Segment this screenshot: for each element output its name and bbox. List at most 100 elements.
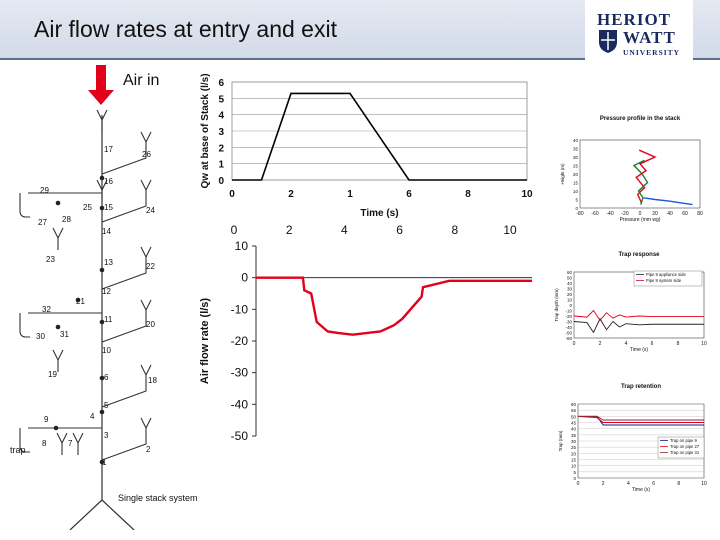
node-label: 32 [42, 305, 51, 314]
pipe-junction [53, 425, 59, 431]
x-axis-label: Time (s) [360, 208, 398, 219]
node-label: 24 [146, 206, 155, 215]
node-label: 12 [102, 287, 111, 296]
x-tick-label: 8 [677, 481, 680, 487]
y-tick-label: 6 [218, 78, 224, 89]
trap-icon [19, 428, 30, 453]
node-label: 18 [148, 376, 157, 385]
x-axis-label: Pressure (mm wg) [620, 217, 661, 223]
node-label: 30 [36, 332, 45, 341]
x-tick-label: 2 [599, 341, 602, 347]
y-tick-label: -20 [565, 314, 572, 319]
pipe-junction [99, 267, 105, 273]
x-tick-label: 0 [573, 341, 576, 347]
branch-pipe [101, 387, 147, 408]
x-tick-label: -20 [621, 211, 628, 217]
vent-icon [140, 179, 152, 202]
chart-title: Trap response [618, 252, 660, 258]
trap-label: trap [10, 445, 26, 455]
node-label: 11 [104, 315, 113, 324]
air-flow-series [256, 276, 532, 336]
legend-box [633, 270, 703, 287]
y-axis-label: Qw at base of Stack (l/s) [200, 73, 211, 188]
y-tick-label: -50 [231, 429, 249, 443]
x-axis-label: Time (s) [632, 487, 650, 493]
university-logo: HERIOT WATT UNIVERSITY [585, 0, 693, 80]
y-tick-label: -20 [231, 334, 249, 348]
y-tick-label: 10 [235, 239, 249, 253]
node-label: 26 [142, 150, 151, 159]
node-label: 4 [90, 412, 95, 421]
branch-pipe [101, 154, 147, 175]
series-line [643, 197, 693, 206]
page-title: Air flow rates at entry and exit [34, 16, 337, 42]
y-tick-label: 10 [567, 298, 573, 303]
y-tick-label: 35 [573, 147, 579, 152]
vent-icon [140, 299, 152, 322]
node-label: 7 [68, 439, 73, 448]
node-label: 19 [48, 370, 57, 379]
y-tick-label: -40 [565, 325, 572, 330]
y-tick-label: 30 [573, 155, 579, 160]
y-tick-label: 5 [575, 198, 578, 203]
node-label: 14 [102, 227, 111, 236]
series-line [577, 415, 704, 423]
y-tick-label: 4 [218, 111, 224, 122]
node-label: 2 [146, 445, 151, 454]
y-tick-label: 2 [218, 143, 224, 154]
y-tick-label: 0 [573, 476, 576, 481]
node-label: 8 [42, 439, 47, 448]
chart-title: Trap retention [621, 384, 661, 390]
y-tick-label: 50 [571, 414, 577, 419]
y-tick-label: 0 [575, 206, 578, 211]
series-line [232, 92, 527, 181]
legend-item: Trap on pipe 27 [670, 444, 700, 449]
y-tick-label: 60 [567, 270, 573, 275]
y-tick-label: 0 [241, 271, 248, 285]
vent-icon [140, 246, 152, 269]
x-tick-label: -60 [591, 211, 598, 217]
y-tick-label: -30 [565, 320, 572, 325]
y-tick-label: 15 [571, 458, 577, 463]
pipe-junction [99, 319, 105, 325]
node-label: 5 [104, 401, 109, 410]
node-label: 13 [104, 258, 113, 267]
y-tick-label: 40 [573, 138, 579, 143]
legend-item: Trap on pipe 31 [670, 450, 700, 455]
x-tick-label: 6 [406, 189, 412, 200]
node-label: 23 [46, 255, 55, 264]
y-tick-label: -10 [231, 302, 249, 316]
y-tick-label: 0 [218, 176, 224, 187]
x-tick-label: 0 [577, 481, 580, 487]
vent-icon [140, 417, 152, 440]
y-tick-label: 55 [571, 408, 577, 413]
y-tick-label: 25 [571, 445, 577, 450]
node-label: 25 [83, 203, 92, 212]
air-in-arrow-icon [88, 65, 114, 105]
x-tick-label: 4 [625, 341, 628, 347]
pipe-junction [99, 205, 105, 211]
y-tick-label: -40 [231, 397, 249, 411]
x-tick-label: 6 [652, 481, 655, 487]
y-tick-label: 60 [571, 402, 577, 407]
qw-chart: 0 1 2 3 4 5 6 0 2 1 6 8 10 Time (s) Qw at base of Stac… [200, 73, 533, 219]
pipe-junction [99, 375, 105, 381]
branch-pipe [101, 440, 147, 461]
x-tick-label: 0 [231, 223, 238, 237]
node-label: 15 [104, 203, 113, 212]
node-label: 6 [104, 373, 109, 382]
crest-icon [599, 30, 617, 53]
trap-icon [19, 313, 30, 338]
y-tick-label: 40 [571, 427, 577, 432]
x-tick-label: 0 [229, 189, 235, 200]
vent-icon [96, 109, 108, 132]
x-tick-label: 6 [651, 341, 654, 347]
logo-line-2: WATT [623, 28, 676, 47]
air-in-label: Air in [123, 72, 160, 89]
x-tick-label: -40 [606, 211, 613, 217]
x-tick-label: 80 [697, 211, 703, 217]
y-axis-label: Trap depth (mm) [554, 288, 559, 322]
x-tick-label: 10 [701, 481, 707, 487]
branch-pipe [101, 269, 147, 290]
series-line [578, 415, 704, 421]
